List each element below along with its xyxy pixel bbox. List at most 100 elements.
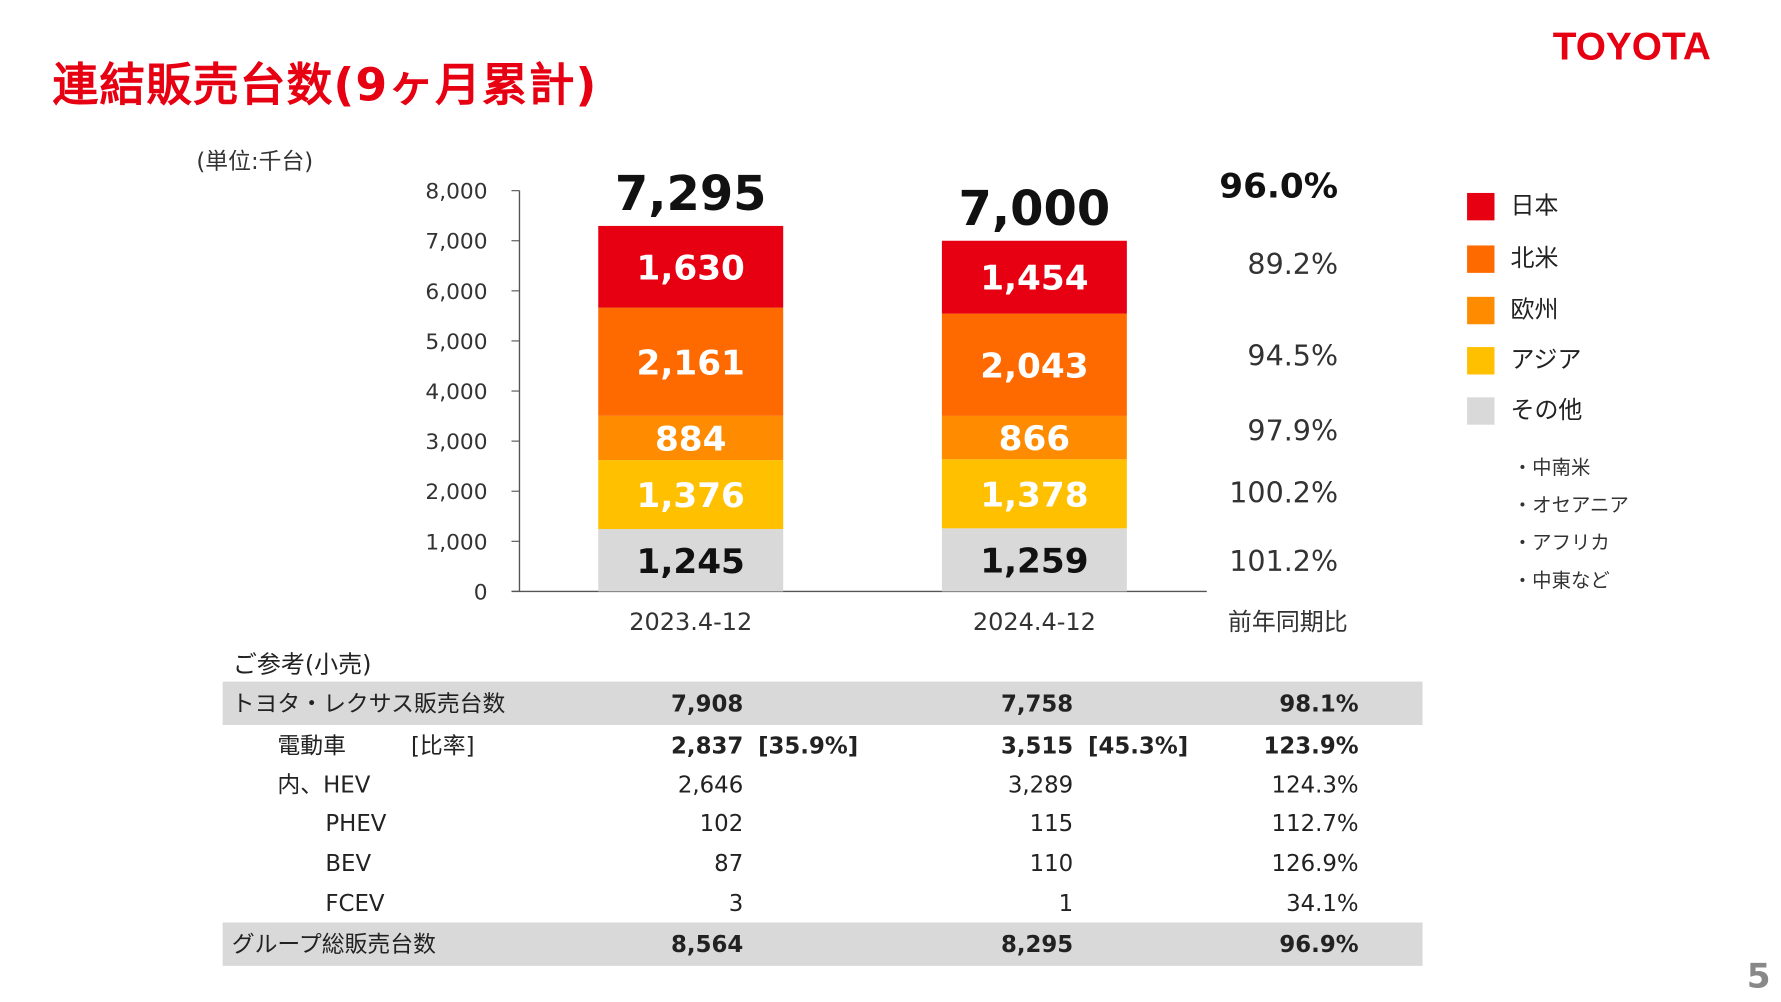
y-tick-label: 0	[474, 580, 488, 605]
table-row: BEV 87 110 126.9%	[223, 844, 1423, 883]
yoy-label: 89.2%	[1247, 248, 1338, 281]
row-label: FCEV	[325, 889, 385, 917]
x-tick-label: 2023.4-12	[629, 608, 752, 636]
yoy-label: 100.2%	[1229, 476, 1338, 509]
page-number: 5	[1746, 956, 1771, 997]
legend-swatch	[1467, 347, 1495, 375]
bar-segment-アジア	[598, 460, 784, 530]
legend-note: ・中東など	[1512, 569, 1610, 593]
value-2023: 102	[699, 809, 744, 837]
value-2024: 3,515	[1000, 731, 1074, 760]
total-label: 7,295	[615, 166, 767, 222]
bar-segment-欧州	[598, 415, 784, 461]
row-label: グループ総販売台数	[231, 930, 436, 958]
y-tick-label: 6,000	[425, 280, 487, 305]
yoy-pct: 34.1%	[1286, 889, 1359, 917]
bar-segment-日本	[941, 240, 1127, 314]
data-label: 2,043	[980, 346, 1088, 386]
yoy-pct: 96.9%	[1279, 930, 1359, 958]
legend-item: アジア	[1467, 341, 1581, 375]
yoy-pct: 124.3%	[1271, 770, 1359, 799]
yoy-header: 前年同期比	[1228, 608, 1348, 636]
legend-note: ・アフリカ	[1512, 532, 1610, 555]
value-2023: 3	[728, 889, 744, 917]
legend-label: 日本	[1510, 191, 1559, 220]
bar-segment-日本	[598, 225, 784, 308]
yoy-label: 97.9%	[1247, 415, 1338, 448]
value-2023: 7,908	[671, 689, 744, 717]
legend-label: その他	[1510, 396, 1583, 424]
data-label: 1,245	[637, 542, 745, 582]
data-label: 1,630	[637, 248, 745, 288]
legend-swatch	[1467, 397, 1495, 425]
toyota-logo: TOYOTA	[1552, 25, 1711, 69]
value-2023: 87	[714, 849, 744, 877]
page-title: 連結販売台数(9ヶ月累計)	[52, 59, 598, 112]
row-label: 内、HEV	[277, 770, 371, 799]
value-2023: 2,837	[671, 731, 744, 760]
row-label: BEV	[325, 849, 372, 877]
legend-label: アジア	[1510, 345, 1582, 374]
table-row: 内、HEV 2,646 3,289 124.3%	[223, 765, 1423, 804]
bar-segment-その他	[598, 529, 784, 592]
bar-segment-北米	[598, 307, 784, 416]
value-2024: 1	[1058, 889, 1074, 917]
legend-label: 欧州	[1510, 295, 1559, 324]
total-yoy-label: 96.0%	[1219, 167, 1338, 207]
table-row: FCEV 3 1 34.1%	[223, 884, 1423, 923]
legend-item: 欧州	[1467, 291, 1558, 325]
data-label: 884	[655, 420, 727, 460]
bar-segment-欧州	[941, 415, 1127, 460]
legend-note: ・中南米	[1512, 456, 1591, 480]
value-2024: 7,758	[1000, 689, 1074, 717]
value-2024: 115	[1029, 809, 1074, 837]
y-tick-label: 5,000	[425, 330, 487, 355]
stacked-bar-chart: 0 1,000 2,000 3,000 4,000 5,000 6,000 7,000 8,00…	[425, 166, 1348, 636]
legend-label: 北米	[1510, 244, 1559, 272]
value-2023: 8,564	[671, 930, 744, 958]
data-label: 2,161	[637, 343, 745, 383]
row-label: PHEV	[325, 809, 387, 837]
y-tick-label: 1,000	[425, 530, 487, 555]
table-row: トヨタ・レクサス販売台数 7,908 7,758 98.1%	[222, 681, 1423, 725]
legend-swatch	[1467, 192, 1495, 221]
value-2024: 110	[1029, 849, 1074, 877]
table-row: PHEV 102 115 112.7%	[223, 804, 1423, 843]
data-label: 1,376	[637, 476, 745, 516]
y-tick-label: 2,000	[425, 480, 487, 505]
table-row: グループ総販売台数 8,564 8,295 96.9%	[222, 922, 1423, 966]
unit-label: (単位:千台)	[196, 147, 314, 175]
ratio-label: [比率]	[411, 731, 475, 760]
yoy-pct: 98.1%	[1279, 689, 1359, 717]
ratio-2023: [35.9%]	[758, 731, 859, 760]
bar-segment-アジア	[941, 459, 1127, 529]
y-tick-label: 3,000	[425, 430, 487, 455]
legend-item: 北米	[1467, 240, 1558, 274]
value-2024: 8,295	[1000, 930, 1074, 958]
ratio-2024: [45.3%]	[1088, 731, 1189, 760]
data-label: 866	[999, 419, 1071, 459]
legend-item: 日本	[1467, 187, 1558, 221]
x-tick-label: 2024.4-12	[973, 608, 1096, 636]
data-label: 1,259	[980, 541, 1088, 581]
legend-swatch	[1467, 296, 1495, 325]
bar-segment-その他	[941, 528, 1127, 592]
row-label: トヨタ・レクサス販売台数	[231, 689, 506, 717]
yoy-pct: 126.9%	[1271, 849, 1359, 877]
y-tick-label: 8,000	[425, 180, 487, 205]
data-label: 1,454	[980, 259, 1088, 299]
legend-item: その他	[1467, 392, 1582, 426]
table-row: 電動車 [比率] 2,837 [35.9%] 3,515 [45.3%] 123.9%	[223, 726, 1423, 765]
y-tick-label: 7,000	[425, 230, 487, 255]
bar-segment-北米	[941, 313, 1127, 416]
yoy-pct: 112.7%	[1271, 809, 1359, 837]
legend-note: ・オセアニア	[1512, 494, 1629, 518]
legend-swatch	[1467, 245, 1495, 273]
data-label: 1,378	[980, 475, 1088, 515]
yoy-label: 94.5%	[1247, 339, 1338, 372]
yoy-pct: 123.9%	[1263, 731, 1359, 760]
value-2023: 2,646	[677, 770, 744, 799]
reference-label: ご参考(小売)	[232, 650, 372, 679]
total-label: 7,000	[959, 181, 1111, 237]
